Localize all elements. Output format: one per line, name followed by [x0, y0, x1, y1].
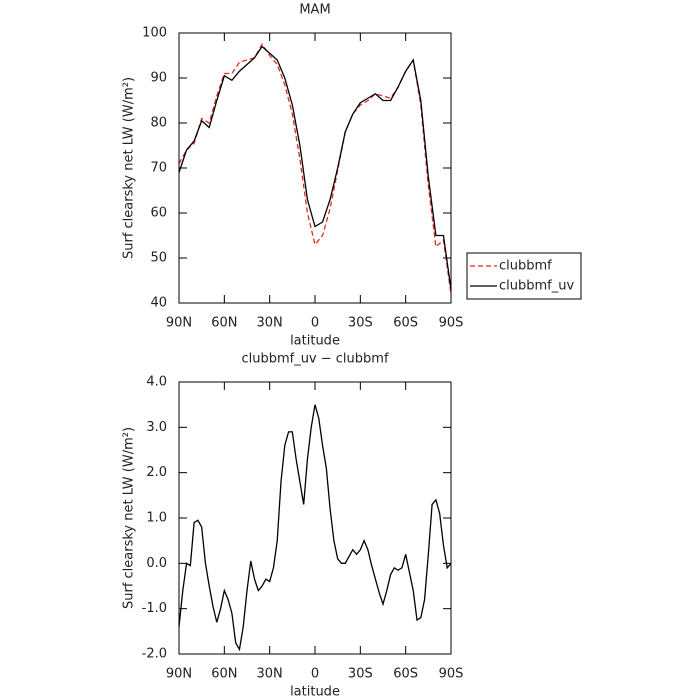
x-tick-label: 90S — [439, 316, 464, 331]
x-axis-label: latitude — [290, 685, 340, 700]
x-tick-label: 0 — [311, 667, 319, 682]
y-tick-label: 3.0 — [146, 420, 167, 435]
x-tick-label: 30S — [348, 667, 373, 682]
x-tick-label: 30S — [348, 316, 373, 331]
y-tick-label: 50 — [150, 251, 167, 266]
y-tick-label: 90 — [150, 71, 167, 86]
legend-box — [466, 252, 582, 300]
y-axis-label: Surf clearsky net LW (W/m²) — [122, 77, 137, 259]
x-axis-label: latitude — [290, 334, 340, 349]
chart-title: MAM — [299, 3, 330, 18]
legend-label: clubbmf — [499, 259, 552, 274]
y-tick-label: 60 — [150, 206, 167, 221]
y-tick-label: 2.0 — [146, 465, 167, 480]
y-tick-label: 40 — [150, 296, 167, 311]
data-line — [178, 45, 452, 290]
x-tick-label: 60S — [393, 667, 418, 682]
x-tick-label: 0 — [311, 316, 319, 331]
x-tick-label: 60S — [393, 316, 418, 331]
legend-label: clubbmf_uv — [499, 279, 574, 294]
x-tick-label: 60N — [211, 316, 237, 331]
x-tick-label: 90N — [166, 667, 192, 682]
x-tick-label: 90N — [166, 316, 192, 331]
y-tick-label: 0.0 — [146, 556, 167, 571]
y-tick-label: 80 — [150, 116, 167, 131]
y-tick-label: 100 — [142, 26, 167, 41]
y-tick-label: -1.0 — [142, 601, 167, 616]
plot-frame — [178, 32, 452, 304]
y-tick-label: 1.0 — [146, 511, 167, 526]
y-tick-label: 4.0 — [146, 375, 167, 390]
data-line — [178, 404, 452, 652]
chart-title: clubbmf_uv − clubbmf — [241, 352, 388, 367]
x-tick-label: 60N — [211, 667, 237, 682]
y-tick-label: 70 — [150, 161, 167, 176]
data-line — [178, 43, 452, 295]
x-tick-label: 30N — [257, 316, 283, 331]
x-tick-label: 30N — [257, 667, 283, 682]
x-tick-label: 90S — [439, 667, 464, 682]
y-axis-label: Surf clearsky net LW (W/m²) — [122, 427, 137, 609]
y-tick-label: -2.0 — [142, 647, 167, 662]
plot-frame — [178, 381, 452, 655]
